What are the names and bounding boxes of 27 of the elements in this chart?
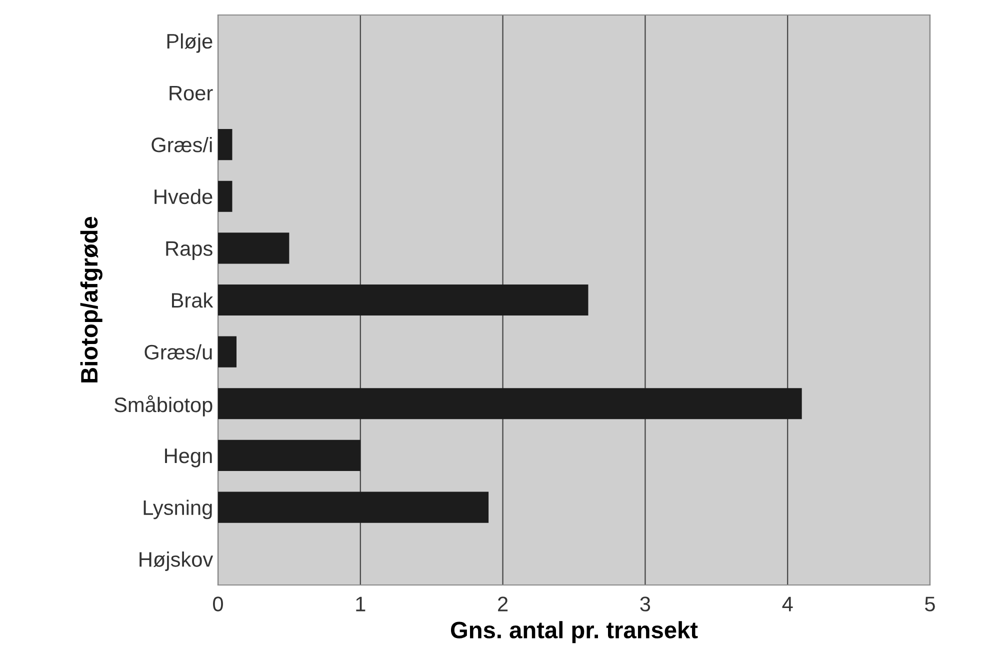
y-tick-label: Lysning [144, 500, 212, 520]
bar [218, 180, 232, 212]
bar [218, 232, 290, 264]
bar [218, 336, 237, 368]
bar [218, 284, 588, 316]
y-tick-label: Brak [172, 292, 214, 308]
x-tick-label: 0 [213, 596, 223, 612]
x-axis-title: Gns. antal pr. transekt [450, 621, 698, 644]
y-tick-label: Højskov [140, 552, 214, 571]
y-tick-label: Hegn [165, 448, 212, 468]
y-tick-label: Pløje [167, 33, 212, 53]
x-tick-label: 5 [925, 596, 935, 612]
x-tick-label: 3 [640, 596, 650, 612]
y-tick-label: Roer [170, 86, 213, 100]
x-tick-label: 1 [356, 596, 366, 612]
bar [218, 388, 802, 420]
x-tick-label: 4 [782, 596, 793, 612]
y-axis-title: Biotop/afgrøde [80, 216, 102, 382]
x-tick-label: 2 [498, 596, 508, 612]
y-tick-label: Raps [166, 241, 212, 260]
bar [218, 492, 489, 523]
bar [218, 440, 360, 471]
y-tick-label: Græs/i [152, 136, 212, 152]
y-tick-label: Græs/u [144, 344, 212, 360]
y-tick-label: Hvede [154, 188, 212, 204]
bar [218, 129, 232, 160]
y-tick-label: Småbiotop [114, 395, 212, 416]
